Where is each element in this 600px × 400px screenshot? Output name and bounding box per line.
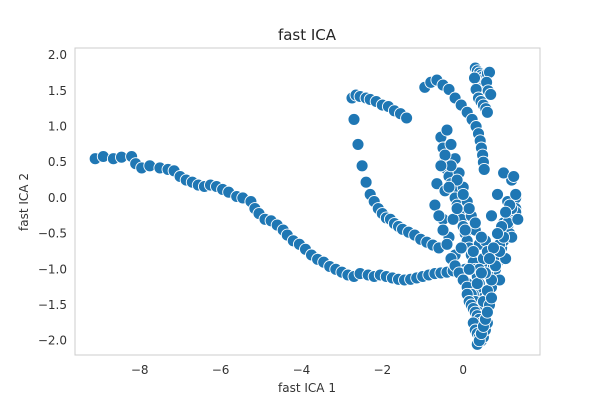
y-tick-label: 2.0 xyxy=(48,48,67,62)
data-point xyxy=(456,187,470,201)
data-point xyxy=(499,205,513,219)
x-axis-label: fast ICA 1 xyxy=(278,381,336,395)
data-point xyxy=(474,230,488,244)
y-tick-label: −1.5 xyxy=(38,298,67,312)
chart-title: fast ICA xyxy=(278,26,337,44)
data-point xyxy=(458,223,472,237)
data-point xyxy=(444,137,458,151)
y-tick-label: 0.5 xyxy=(48,155,67,169)
x-tick-labels: −8 −6 −4 −2 0 xyxy=(131,363,467,377)
data-point xyxy=(438,148,452,162)
data-point xyxy=(462,262,476,276)
data-point xyxy=(400,111,414,125)
data-point xyxy=(436,223,450,237)
scatter-points xyxy=(88,61,525,351)
data-point xyxy=(477,162,491,176)
data-point xyxy=(470,277,484,291)
data-point xyxy=(434,159,448,173)
data-point xyxy=(347,112,361,126)
data-point xyxy=(450,173,464,187)
data-point xyxy=(485,291,498,305)
data-point xyxy=(484,87,498,101)
y-tick-label: −2.0 xyxy=(38,334,67,348)
data-point xyxy=(507,170,521,183)
data-point xyxy=(483,252,496,266)
x-tick-label: −4 xyxy=(293,363,311,377)
data-point xyxy=(454,241,468,255)
x-tick-label: −2 xyxy=(373,363,391,377)
data-point xyxy=(359,175,373,189)
y-tick-label: 1.5 xyxy=(48,84,67,98)
data-point xyxy=(355,159,369,173)
data-point xyxy=(462,202,476,216)
data-point xyxy=(511,212,525,226)
data-point xyxy=(480,305,494,319)
data-point xyxy=(430,177,444,191)
data-point xyxy=(485,209,498,223)
data-point xyxy=(480,105,494,119)
y-tick-label: −1.0 xyxy=(38,262,67,276)
data-point xyxy=(450,202,464,216)
data-point xyxy=(432,209,446,223)
y-tick-label: 0.0 xyxy=(48,191,67,205)
data-point xyxy=(468,216,482,230)
data-point xyxy=(491,227,504,241)
data-point xyxy=(351,137,365,151)
data-point xyxy=(428,198,442,212)
data-point xyxy=(474,266,488,280)
y-tick-label: 1.0 xyxy=(48,120,67,134)
data-point xyxy=(440,237,454,251)
data-point xyxy=(446,212,460,226)
x-tick-label: −8 xyxy=(131,363,149,377)
data-point xyxy=(491,187,504,201)
x-tick-label: 0 xyxy=(459,363,467,377)
y-axis-label: fast ICA 2 xyxy=(17,173,31,231)
y-tick-label: −0.5 xyxy=(38,227,67,241)
plot-frame xyxy=(74,47,541,356)
y-tick-labels: 2.0 1.5 1.0 0.5 0.0 −0.5 −1.0 −1.5 −2.0 xyxy=(38,48,67,348)
data-point xyxy=(442,180,456,194)
data-point xyxy=(466,245,480,258)
data-point xyxy=(468,71,481,85)
data-point xyxy=(487,241,500,255)
data-point xyxy=(509,187,523,201)
data-point xyxy=(440,123,454,137)
x-tick-label: −6 xyxy=(212,363,230,377)
